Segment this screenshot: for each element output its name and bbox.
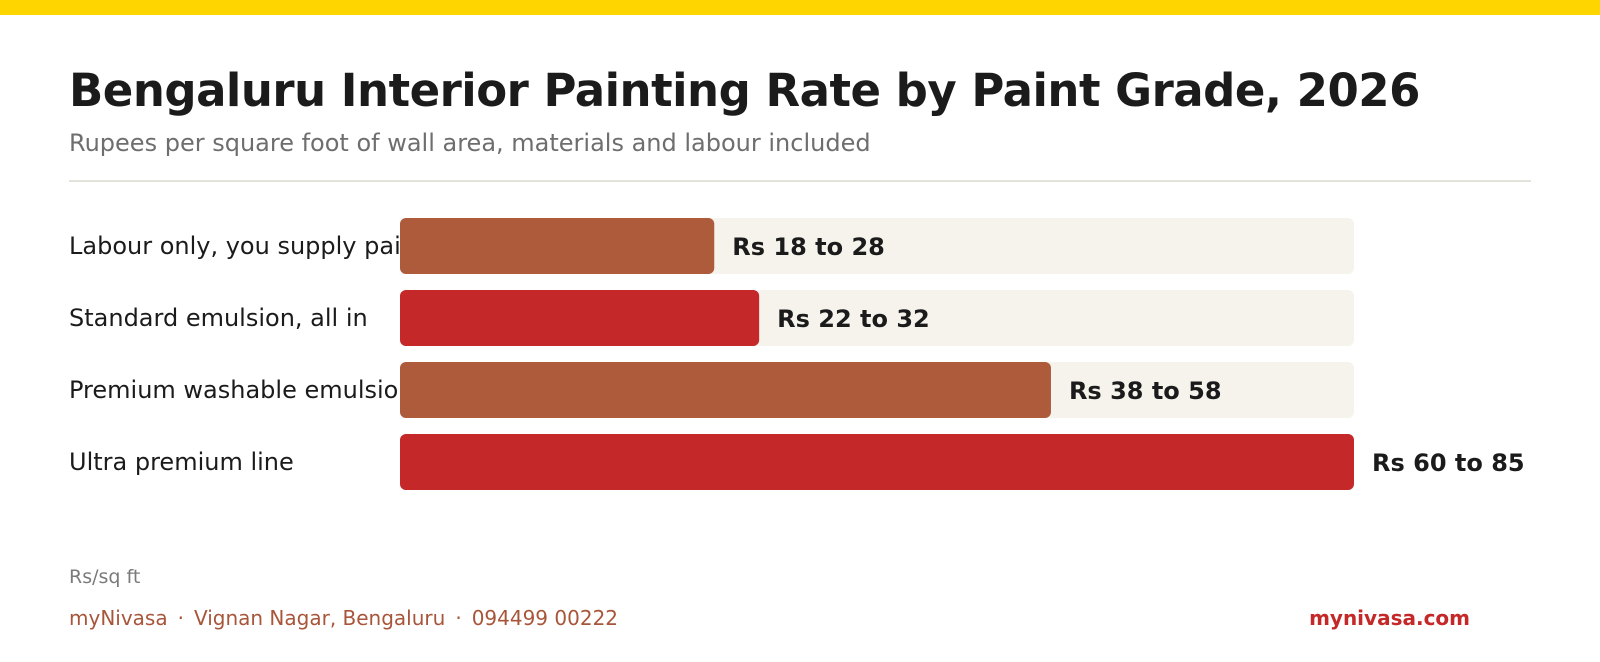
category-label: Premium washable emulsion [69,376,414,404]
data-label: Rs 38 to 58 [1069,377,1222,405]
title-divider [69,180,1531,182]
footer-separator: · [177,606,184,630]
category-label: Standard emulsion, all in [69,304,368,332]
category-label: Labour only, you supply paint [69,232,425,260]
footer-contact: myNivasa · Vignan Nagar, Bengaluru · 094499 … [69,606,618,630]
bar [400,434,1354,490]
chart-subtitle: Rupees per square foot of wall area, mat… [69,129,871,157]
data-label: Rs 60 to 85 [1372,449,1525,477]
bar [400,218,715,274]
accent-top-band [0,0,1600,15]
bar-chart: Labour only, you supply paint Rs 18 to 28… [69,218,1525,490]
unit-label: Rs/sq ft [69,566,141,588]
bar [400,362,1051,418]
category-label: Ultra premium line [69,448,294,476]
bar [400,290,760,346]
footer-brand-name[interactable]: myNivasa [69,606,168,630]
footer-website-link[interactable]: mynivasa.com [1309,606,1470,630]
footer-separator: · [455,606,462,630]
data-label: Rs 22 to 32 [777,305,930,333]
data-label: Rs 18 to 28 [732,233,885,261]
footer-location: Vignan Nagar, Bengaluru [193,606,446,630]
footer-phone[interactable]: 094499 00222 [471,606,619,630]
chart-title: Bengaluru Interior Painting Rate by Pain… [69,64,1420,117]
